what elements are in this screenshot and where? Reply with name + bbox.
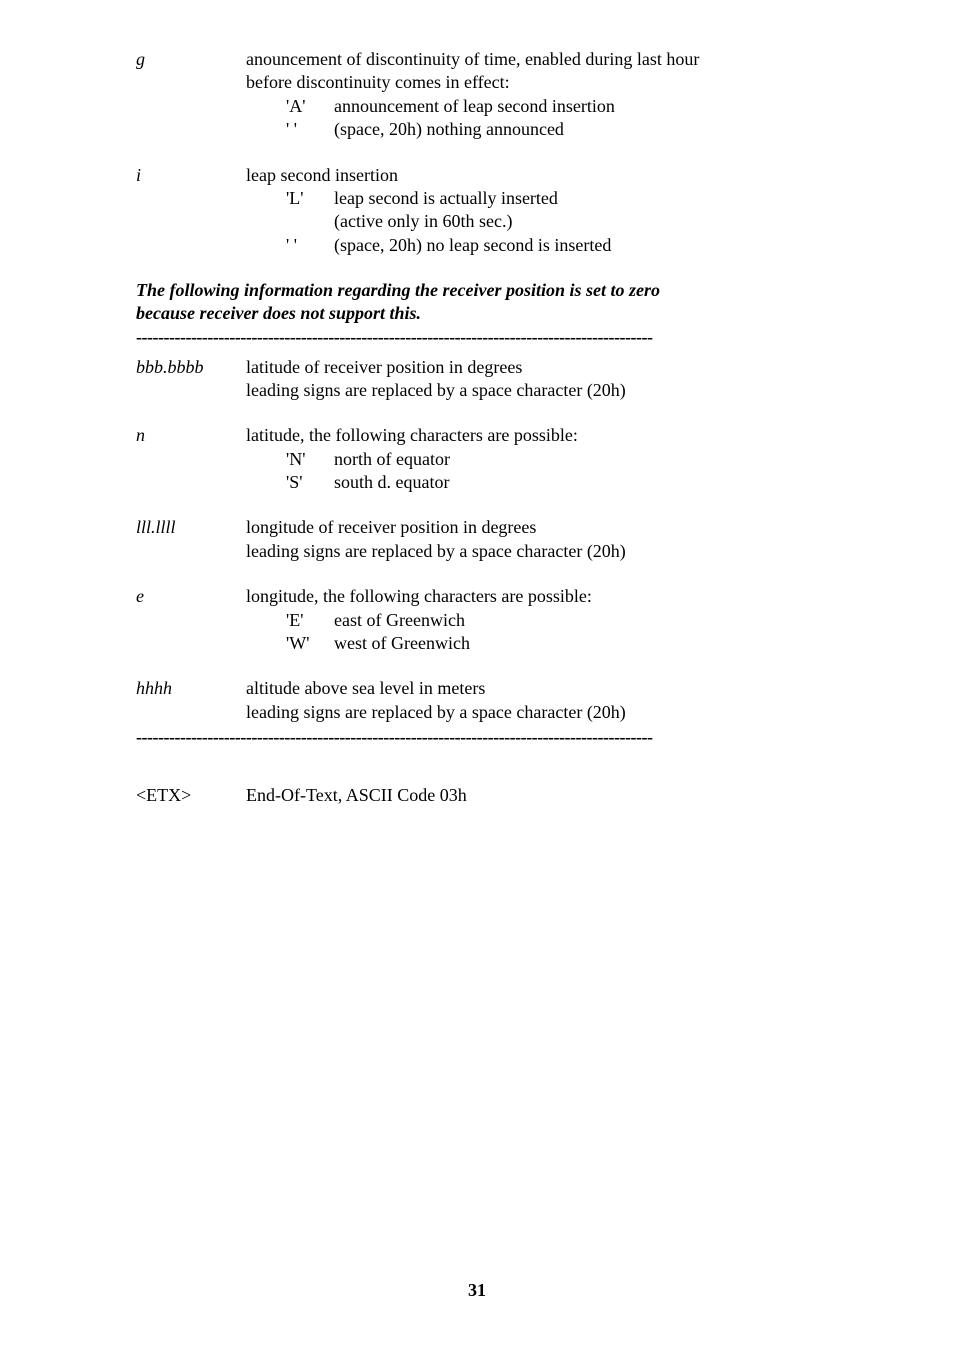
definition-entry: <ETX> End-Of-Text, ASCII Code 03h bbox=[136, 784, 836, 807]
section-heading: The following information regarding the … bbox=[136, 279, 836, 324]
definition-entry: bbb.bbbb latitude of receiver position i… bbox=[136, 356, 836, 403]
sub-code: 'S' bbox=[286, 471, 334, 494]
entry-key: i bbox=[136, 164, 246, 258]
sub-item: ' ' (space, 20h) no leap second is inser… bbox=[286, 234, 836, 257]
entry-line: before discontinuity comes in effect: bbox=[246, 71, 836, 94]
page-number: 31 bbox=[0, 1279, 954, 1302]
sub-item: 'A' announcement of leap second insertio… bbox=[286, 95, 836, 118]
sub-desc: (active only in 60th sec.) bbox=[334, 210, 836, 233]
sub-item: 'L' leap second is actually inserted bbox=[286, 187, 836, 210]
entry-line: longitude of receiver position in degree… bbox=[246, 516, 836, 539]
entry-key: lll.llll bbox=[136, 516, 246, 563]
definition-entry: g anouncement of discontinuity of time, … bbox=[136, 48, 836, 142]
entry-content: longitude, the following characters are … bbox=[246, 585, 836, 655]
entry-line: latitude, the following characters are p… bbox=[246, 424, 836, 447]
definition-entry: lll.llll longitude of receiver position … bbox=[136, 516, 836, 563]
heading-line: because receiver does not support this. bbox=[136, 302, 836, 325]
sub-code: ' ' bbox=[286, 234, 334, 257]
divider-dashes: ----------------------------------------… bbox=[136, 726, 836, 749]
definition-entry: i leap second insertion 'L' leap second … bbox=[136, 164, 836, 258]
definition-entry: e longitude, the following characters ar… bbox=[136, 585, 836, 655]
sub-desc: announcement of leap second insertion bbox=[334, 95, 836, 118]
sub-desc: south d. equator bbox=[334, 471, 836, 494]
entry-line: longitude, the following characters are … bbox=[246, 585, 836, 608]
definition-entry: hhhh altitude above sea level in meters … bbox=[136, 677, 836, 724]
sub-code: 'L' bbox=[286, 187, 334, 210]
entry-content: leap second insertion 'L' leap second is… bbox=[246, 164, 836, 258]
sub-code: ' ' bbox=[286, 118, 334, 141]
entry-key: g bbox=[136, 48, 246, 142]
sub-item: ' ' (space, 20h) nothing announced bbox=[286, 118, 836, 141]
sub-code: 'E' bbox=[286, 609, 334, 632]
entry-sublist: 'N' north of equator 'S' south d. equato… bbox=[246, 448, 836, 495]
entry-content: latitude, the following characters are p… bbox=[246, 424, 836, 494]
sub-desc: north of equator bbox=[334, 448, 836, 471]
sub-item: 'E' east of Greenwich bbox=[286, 609, 836, 632]
entry-key: n bbox=[136, 424, 246, 494]
sub-item: 'W' west of Greenwich bbox=[286, 632, 836, 655]
entry-sublist: 'A' announcement of leap second insertio… bbox=[246, 95, 836, 142]
entry-line: leading signs are replaced by a space ch… bbox=[246, 540, 836, 563]
entry-sublist: 'L' leap second is actually inserted (ac… bbox=[246, 187, 836, 257]
definition-entry: n latitude, the following characters are… bbox=[136, 424, 836, 494]
sub-desc: (space, 20h) no leap second is inserted bbox=[334, 234, 836, 257]
entry-line: altitude above sea level in meters bbox=[246, 677, 836, 700]
sub-item: (active only in 60th sec.) bbox=[286, 210, 836, 233]
entry-sublist: 'E' east of Greenwich 'W' west of Greenw… bbox=[246, 609, 836, 656]
heading-line: The following information regarding the … bbox=[136, 279, 836, 302]
sub-item: 'S' south d. equator bbox=[286, 471, 836, 494]
divider-dashes: ----------------------------------------… bbox=[136, 326, 836, 349]
entry-key: hhhh bbox=[136, 677, 246, 724]
entry-line: leading signs are replaced by a space ch… bbox=[246, 701, 836, 724]
entry-key: bbb.bbbb bbox=[136, 356, 246, 403]
entry-content: longitude of receiver position in degree… bbox=[246, 516, 836, 563]
entry-content: anouncement of discontinuity of time, en… bbox=[246, 48, 836, 142]
sub-desc: leap second is actually inserted bbox=[334, 187, 836, 210]
sub-code: 'A' bbox=[286, 95, 334, 118]
entry-line: leading signs are replaced by a space ch… bbox=[246, 379, 836, 402]
entry-key: e bbox=[136, 585, 246, 655]
sub-desc: west of Greenwich bbox=[334, 632, 836, 655]
entry-line: leap second insertion bbox=[246, 164, 836, 187]
sub-desc: east of Greenwich bbox=[334, 609, 836, 632]
entry-content: End-Of-Text, ASCII Code 03h bbox=[246, 784, 836, 807]
entry-content: altitude above sea level in meters leadi… bbox=[246, 677, 836, 724]
sub-code: 'W' bbox=[286, 632, 334, 655]
sub-code bbox=[286, 210, 334, 233]
entry-line: anouncement of discontinuity of time, en… bbox=[246, 48, 836, 71]
entry-content: latitude of receiver position in degrees… bbox=[246, 356, 836, 403]
sub-item: 'N' north of equator bbox=[286, 448, 836, 471]
entry-line: latitude of receiver position in degrees bbox=[246, 356, 836, 379]
sub-code: 'N' bbox=[286, 448, 334, 471]
entry-key: <ETX> bbox=[136, 784, 246, 807]
sub-desc: (space, 20h) nothing announced bbox=[334, 118, 836, 141]
entry-line: End-Of-Text, ASCII Code 03h bbox=[246, 784, 836, 807]
